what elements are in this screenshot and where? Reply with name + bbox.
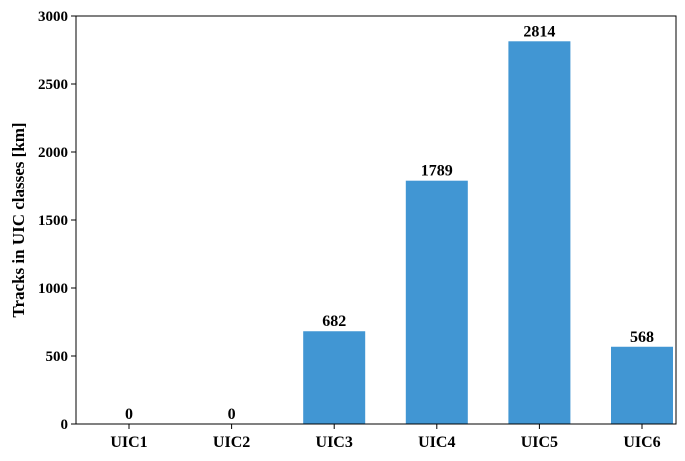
x-tick-label: UIC1	[110, 434, 147, 451]
value-label: 568	[630, 329, 654, 346]
value-label: 682	[322, 313, 346, 330]
value-label: 0	[228, 406, 236, 423]
y-tick-label: 2500	[38, 77, 68, 93]
y-axis-label: Tracks in UIC classes [km]	[9, 122, 28, 317]
value-label: 0	[125, 406, 133, 423]
value-label: 2814	[523, 23, 555, 40]
x-tick-label: UIC6	[623, 434, 660, 451]
y-tick-label: 2000	[38, 145, 68, 161]
bar	[405, 180, 468, 424]
x-tick-label: UIC5	[521, 434, 558, 451]
y-tick-label: 500	[46, 349, 69, 365]
x-tick-label: UIC3	[316, 434, 353, 451]
y-tick-label: 1500	[38, 213, 68, 229]
plot-frame	[75, 15, 677, 425]
bar	[611, 346, 673, 424]
bar	[508, 41, 571, 425]
x-tick-label: UIC2	[213, 434, 250, 451]
value-label: 1789	[421, 163, 453, 180]
x-tick-label: UIC4	[418, 434, 455, 451]
y-tick-label: 3000	[38, 9, 68, 25]
y-tick-label: 0	[61, 417, 69, 433]
bar	[303, 331, 366, 424]
y-tick-label: 1000	[38, 281, 68, 297]
